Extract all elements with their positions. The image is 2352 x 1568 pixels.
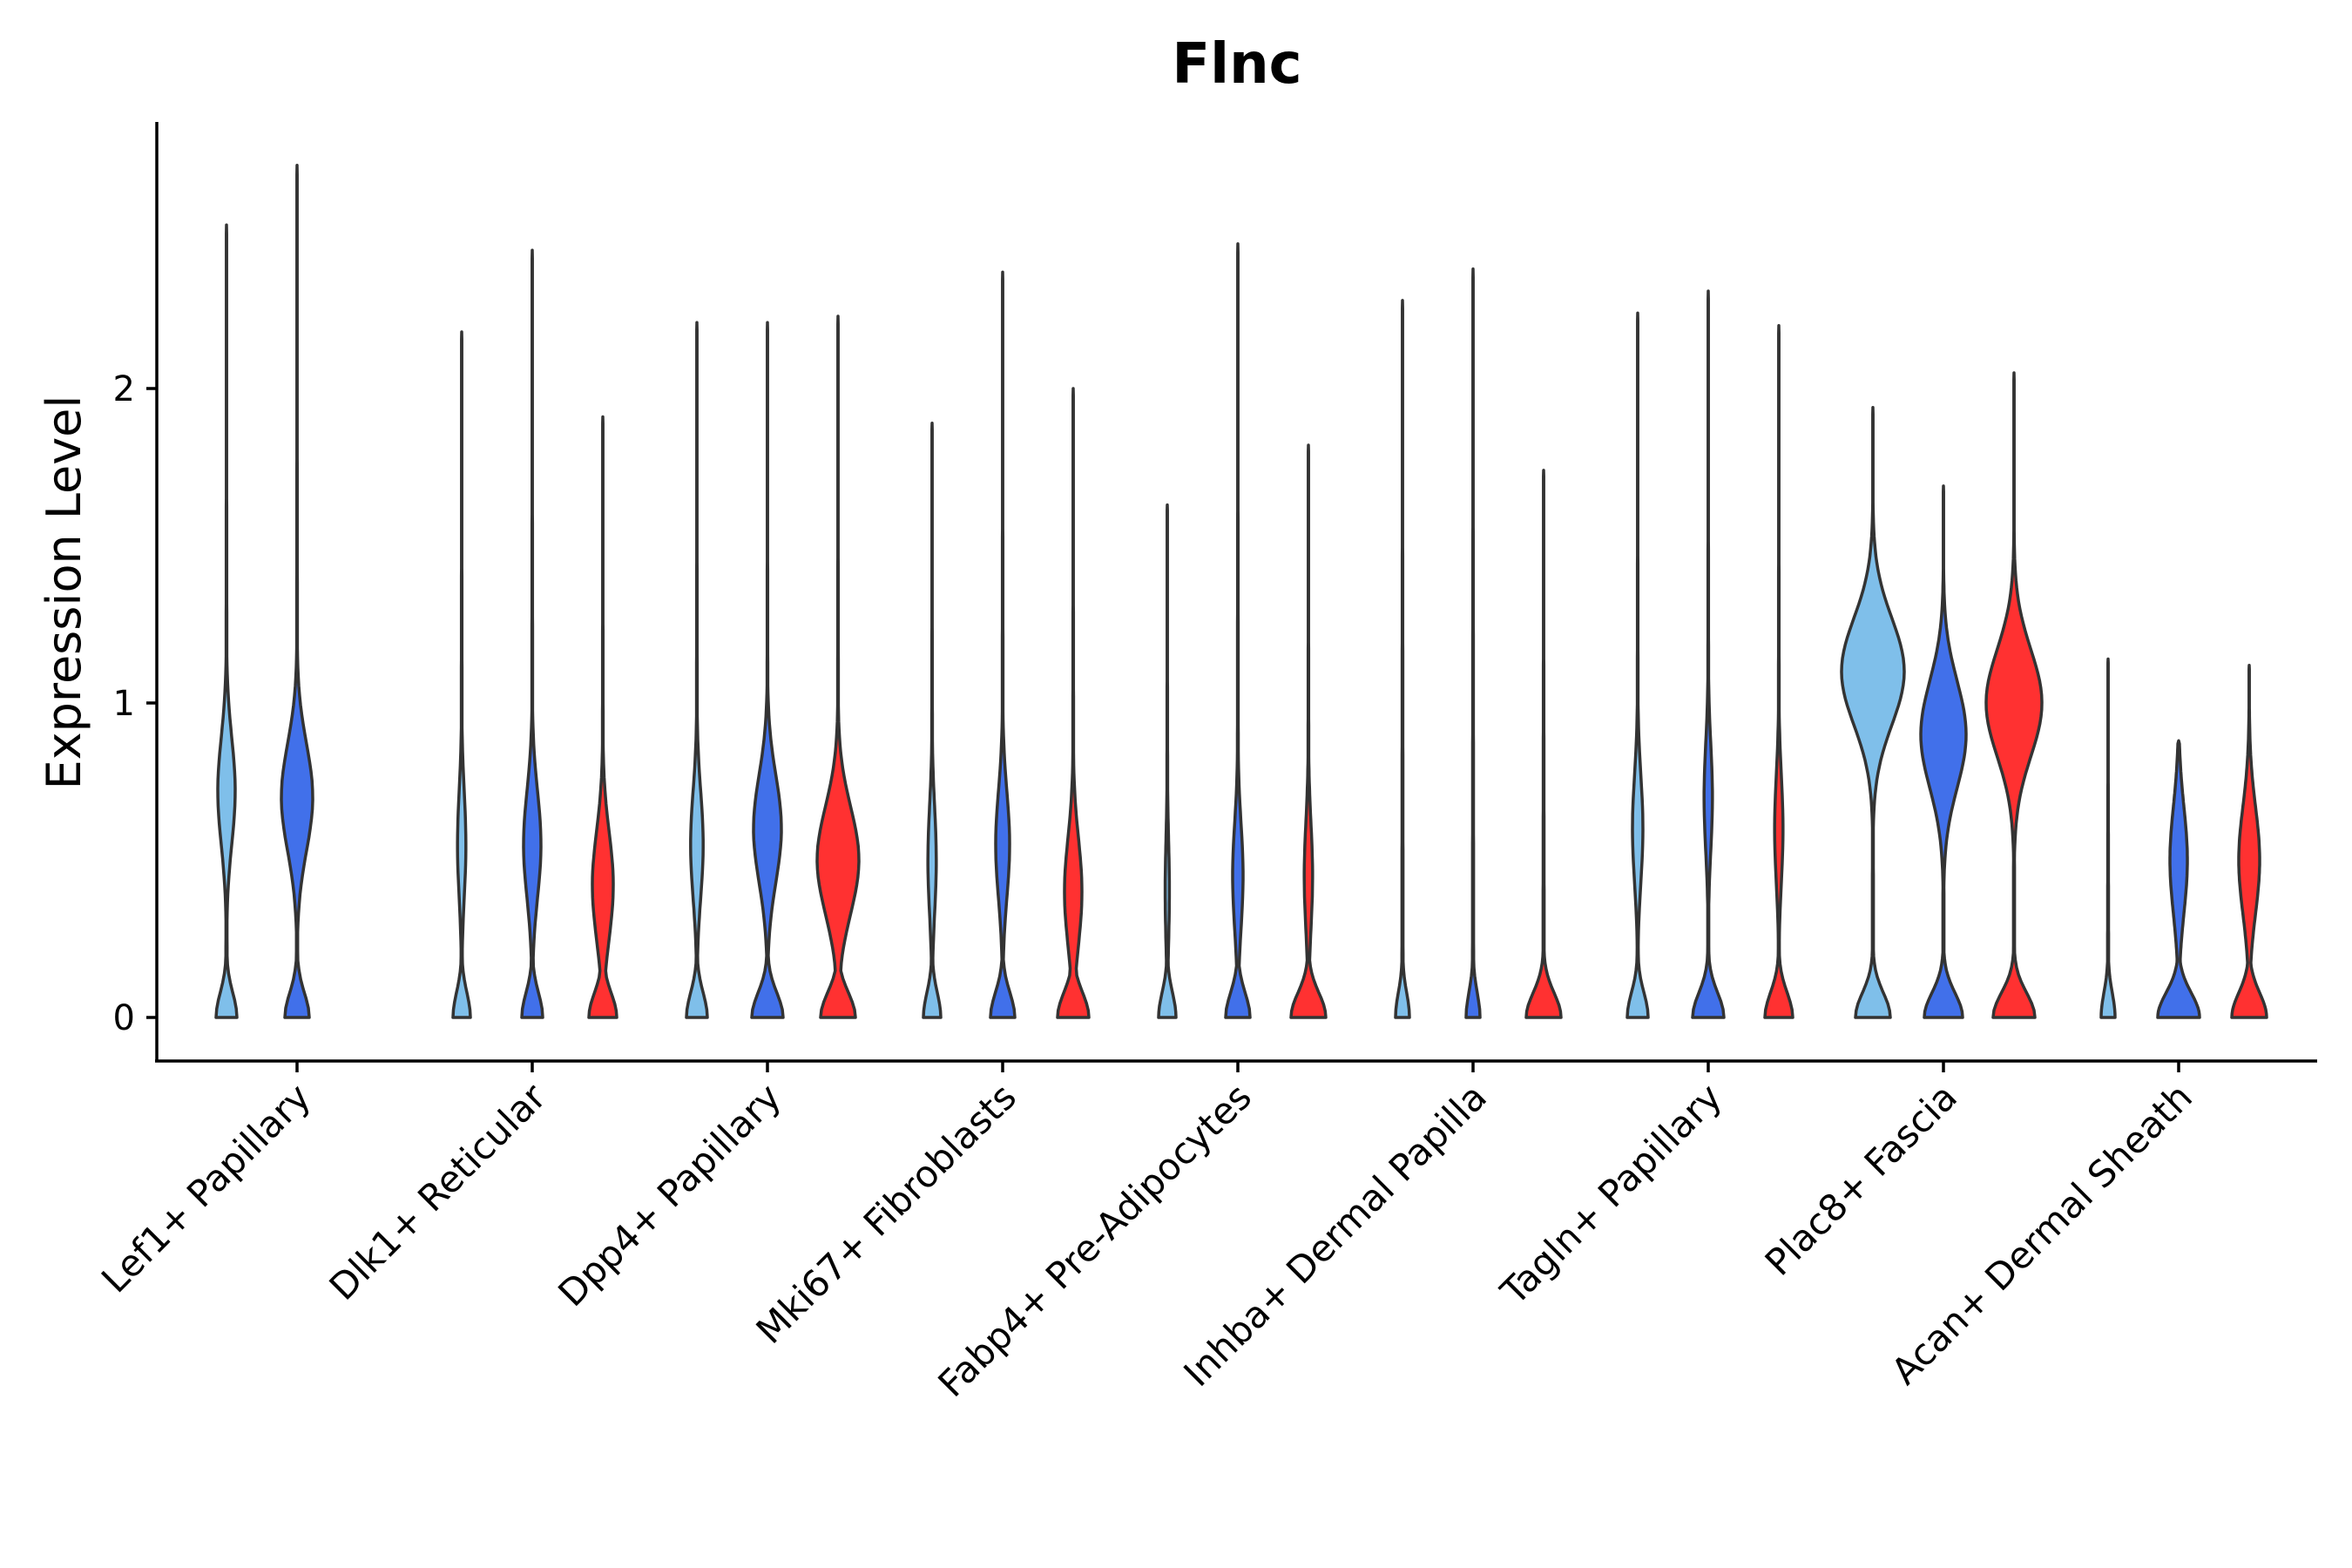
violin-group3-5: [1524, 469, 1563, 1019]
violin-group3-8: [2230, 663, 2268, 1019]
violin-group1-1: [451, 330, 472, 1019]
violin-group: [214, 163, 2268, 1019]
violin-group3-6: [1763, 324, 1794, 1019]
violin-group2-5: [1464, 267, 1482, 1019]
violin-group1-8: [2099, 657, 2117, 1019]
violin-group3-3: [1056, 387, 1091, 1019]
violin-group3-7: [1984, 371, 2044, 1019]
y-tick-label-0: 0: [113, 998, 135, 1038]
y-axis-ticks: 0 1 2: [113, 369, 157, 1038]
violin-group2-6: [1691, 289, 1726, 1019]
chart-title: Flnc: [1172, 32, 1301, 97]
violin-group2-8: [2156, 739, 2201, 1019]
violin-group1-4: [1157, 503, 1178, 1019]
violin-group1-0: [214, 223, 239, 1019]
y-axis-label: Expression Level: [37, 395, 91, 790]
violin-group3-4: [1289, 443, 1328, 1019]
violin-group1-3: [922, 421, 943, 1019]
violin-group1-5: [1394, 299, 1411, 1019]
y-tick-label-1: 1: [113, 684, 135, 724]
violin-group3-1: [587, 415, 618, 1019]
violin-group2-3: [989, 270, 1017, 1019]
violin-group2-1: [520, 248, 544, 1019]
violin-group1-6: [1625, 311, 1650, 1019]
y-tick-label-2: 2: [113, 369, 135, 409]
violin-group2-4: [1224, 242, 1252, 1019]
violin-group2-2: [750, 321, 785, 1019]
violin-group1-7: [1840, 405, 1906, 1019]
violin-group2-0: [280, 163, 314, 1019]
violin-group2-7: [1919, 484, 1968, 1019]
violin-group3-2: [815, 314, 861, 1019]
violin-group1-2: [685, 321, 709, 1019]
